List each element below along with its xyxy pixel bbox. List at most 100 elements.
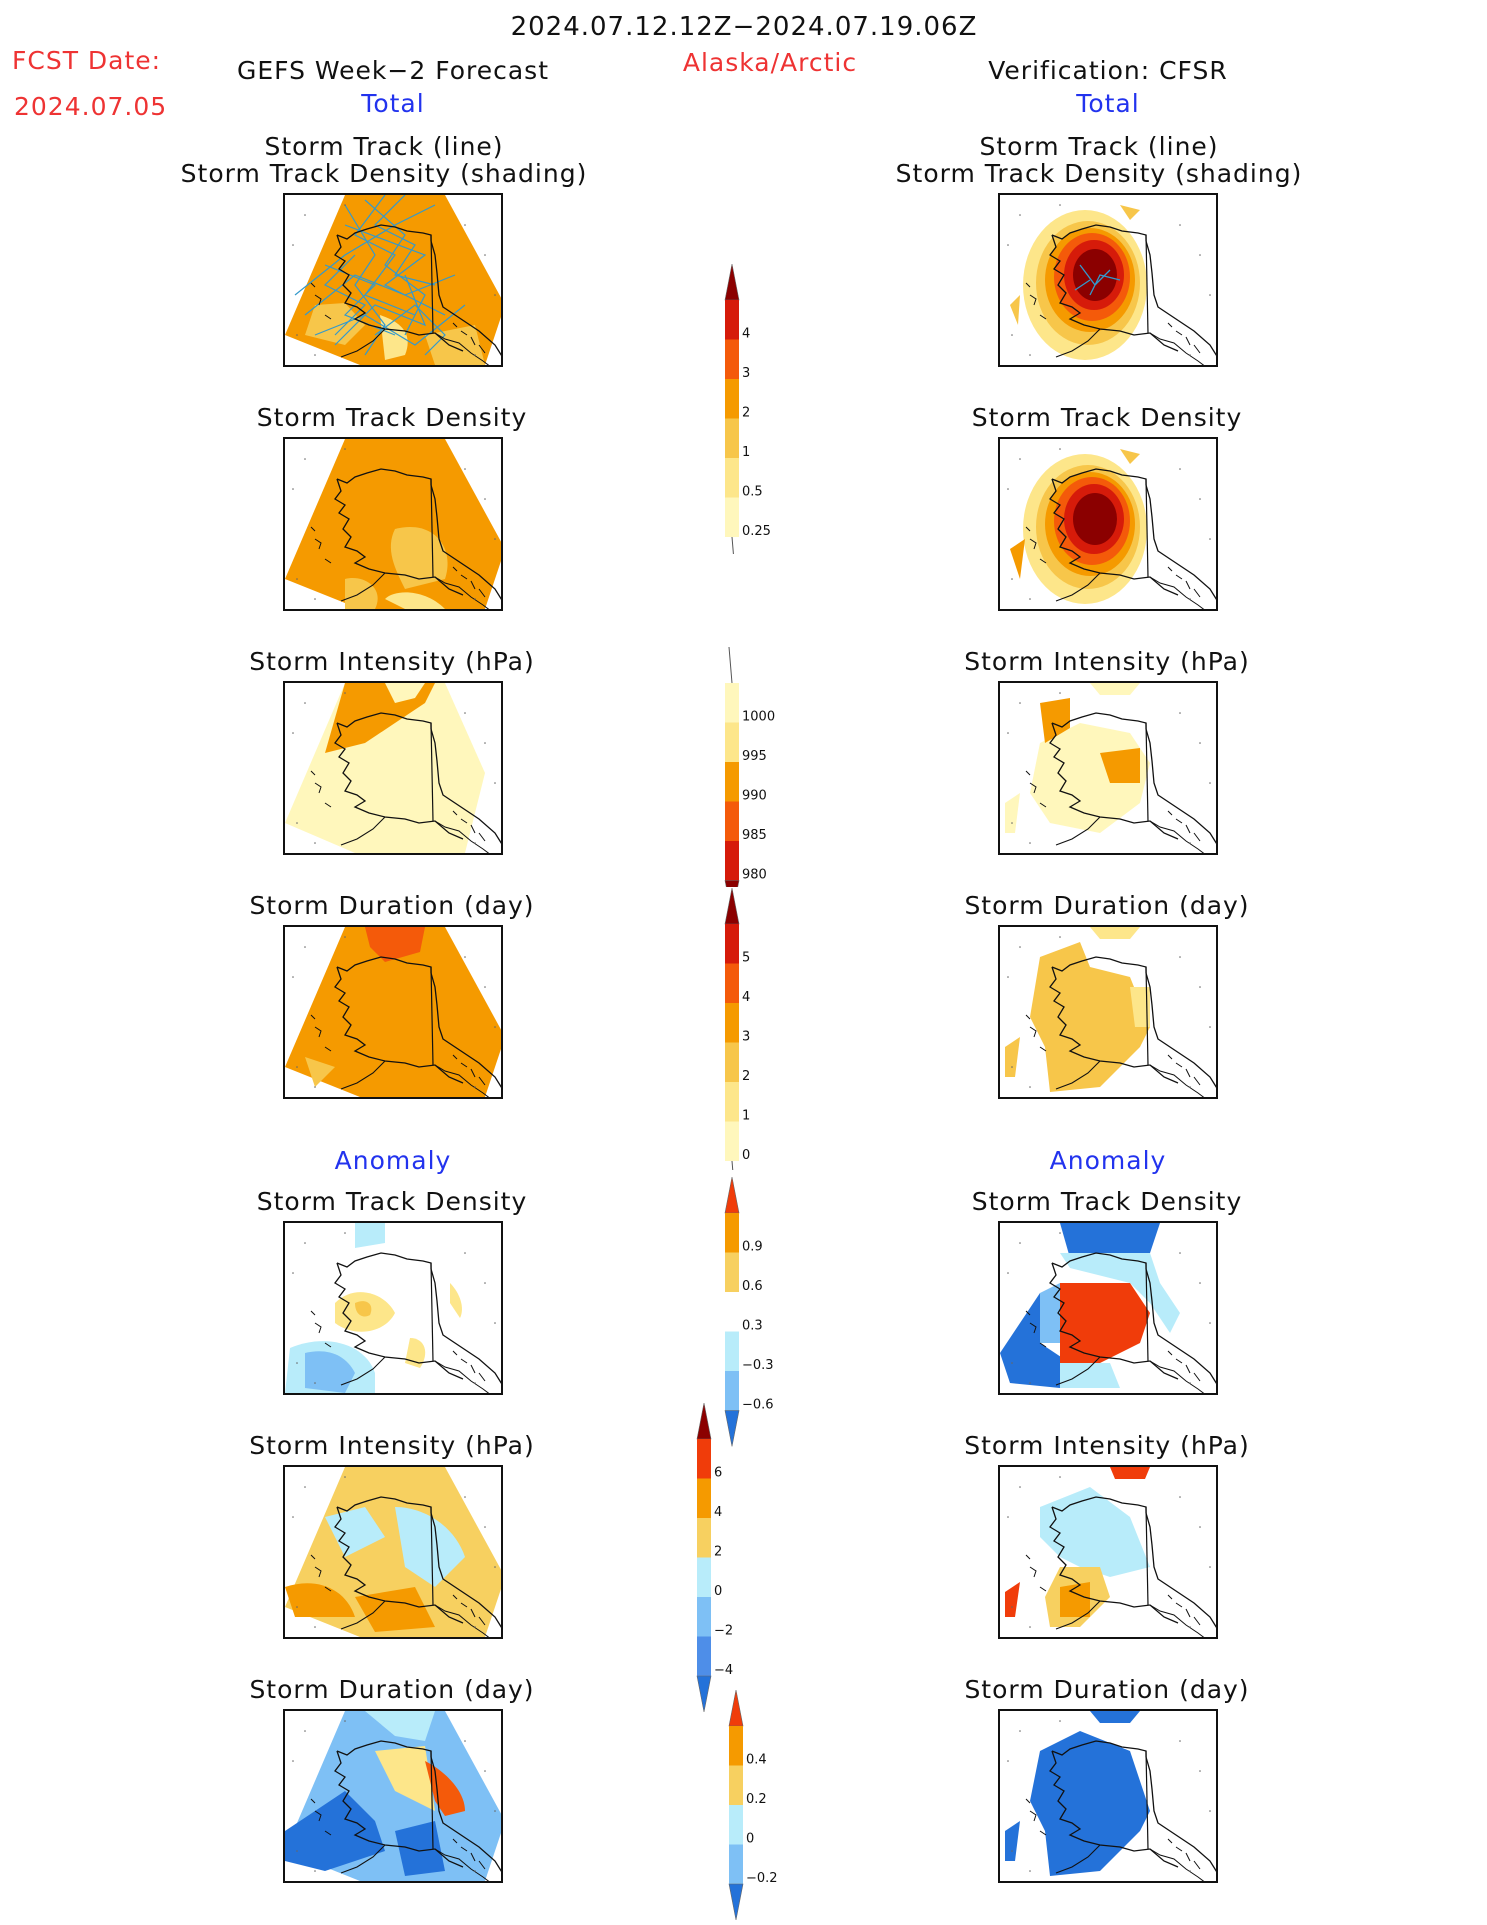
fcst-date-label: FCST Date:: [12, 46, 162, 75]
colorbar-tick-label: 0.25: [742, 524, 771, 539]
colorbar-segment: [697, 1597, 711, 1637]
colorbar-tick-label: 0.5: [742, 485, 763, 500]
region-title: Alaska/Arctic: [682, 48, 858, 77]
colorbar-segment: [729, 1765, 743, 1805]
colorbar-tick-label: 0: [746, 1832, 754, 1847]
panel-title-track-left: Storm Track (line) Storm Track Density (…: [181, 133, 588, 187]
map-cfsr-intensity: [998, 681, 1218, 855]
map-gefs-track: [283, 193, 503, 367]
colorbar-segment: [697, 1478, 711, 1518]
colorbar-segment: [725, 379, 739, 419]
colorbar-segment: [725, 1121, 739, 1161]
colorbar-tick-label: 4: [714, 1505, 722, 1520]
colorbar-tick-label: 3: [742, 1030, 750, 1045]
colorbar-cap-bottom: [731, 536, 734, 554]
panel-title-intensity-right: Storm Intensity (hPa): [964, 647, 1250, 676]
colorbar-segment: [725, 339, 739, 379]
map-cfsr-duration-anomaly: [998, 1709, 1218, 1883]
panel-title-intensity-anom-right: Storm Intensity (hPa): [964, 1431, 1250, 1460]
map-gefs-intensity: [283, 681, 503, 855]
colorbar-tick-label: 985: [742, 828, 767, 843]
colorbar-cap-bottom: [724, 880, 740, 887]
map-gefs-intensity-anomaly: [283, 1465, 503, 1639]
colorbar-segment: [725, 683, 739, 723]
panel-title-track-right: Storm Track (line) Storm Track Density (…: [896, 133, 1303, 187]
colorbar-segment: [725, 1042, 739, 1082]
panel-title-duration-left: Storm Duration (day): [249, 891, 535, 920]
colorbar-density-total: 4 3 2 1 0.5 0.25: [724, 264, 771, 554]
colorbar-cap-bottom: [731, 1160, 734, 1170]
panel-title-line1: Storm Track (line): [979, 132, 1219, 161]
colorbar-segment: [725, 1331, 739, 1371]
colorbar-cap-top: [728, 647, 733, 684]
panel-title-intensity-anom-left: Storm Intensity (hPa): [249, 1431, 535, 1460]
right-column-title: Verification: CFSR: [988, 56, 1228, 85]
panel-title-line1: Storm Track (line): [264, 132, 504, 161]
map-gefs-duration-anomaly: [283, 1709, 503, 1883]
panel-title-duration-anom-right: Storm Duration (day): [964, 1675, 1250, 1704]
panel-title-density-anom-right: Storm Track Density: [971, 1187, 1243, 1216]
colorbar-segment: [725, 722, 739, 762]
colorbar-segment: [725, 1371, 739, 1411]
colorbar-density-anomaly: 0.9 0.6 0.3 −0.3 −0.6: [724, 1177, 774, 1447]
map-cfsr-track: [998, 193, 1218, 367]
colorbar-tick-label: 2: [742, 406, 750, 421]
map-cfsr-intensity-anomaly: [998, 1465, 1218, 1639]
colorbar-segment: [725, 1292, 739, 1332]
anomaly-label-left: Anomaly: [334, 1146, 452, 1175]
colorbar-segment: [725, 841, 739, 881]
colorbar-segment: [697, 1439, 711, 1479]
map-cfsr-duration: [998, 925, 1218, 1099]
colorbar-cap-top: [724, 888, 740, 925]
colorbar-tick-label: 5: [742, 951, 750, 966]
colorbar-cap-top: [696, 1403, 712, 1440]
panel-title-duration-anom-left: Storm Duration (day): [249, 1675, 535, 1704]
panel-title-line2: Storm Track Density (shading): [895, 159, 1303, 188]
colorbar-duration-total: 5 4 3 2 1 0: [724, 888, 750, 1170]
fcst-date-value: 2024.07.05: [14, 92, 168, 121]
colorbar-segment: [697, 1557, 711, 1597]
colorbar-tick-label: −0.3: [742, 1358, 774, 1373]
colorbar-tick-label: 0.6: [742, 1279, 763, 1294]
total-label-right: Total: [1076, 89, 1140, 118]
colorbar-segment: [725, 1252, 739, 1292]
colorbar-tick-label: 0.4: [746, 1753, 767, 1768]
colorbar-segment: [725, 1213, 739, 1253]
colorbar-segment: [697, 1636, 711, 1676]
colorbar-segment: [725, 300, 739, 340]
colorbar-tick-label: −0.6: [742, 1398, 774, 1413]
colorbar-tick-label: 0.2: [746, 1792, 767, 1807]
colorbar-cap-bottom: [728, 1883, 744, 1921]
colorbar-tick-label: 0.9: [742, 1240, 763, 1255]
colorbar-cap-bottom: [696, 1675, 712, 1713]
map-cfsr-density-anomaly: [998, 1221, 1218, 1395]
colorbar-segment: [725, 1082, 739, 1122]
panel-title-density-anom-left: Storm Track Density: [256, 1187, 528, 1216]
colorbar-tick-label: 0: [742, 1148, 750, 1163]
colorbar-tick-label: 0.3: [742, 1319, 763, 1334]
colorbar-intensity-total: 1000 995 990 985 980: [724, 647, 775, 887]
colorbar-segment: [725, 1003, 739, 1043]
colorbar-tick-label: 3: [742, 366, 750, 381]
colorbar-tick-label: 1: [742, 445, 750, 460]
colorbar-segment: [725, 497, 739, 537]
colorbar-tick-label: 990: [742, 789, 767, 804]
map-gefs-duration: [283, 925, 503, 1099]
anomaly-label-right: Anomaly: [1049, 1146, 1167, 1175]
colorbar-tick-label: 2: [714, 1545, 722, 1560]
left-column-title: GEFS Week−2 Forecast: [236, 56, 550, 85]
colorbar-segment: [725, 762, 739, 802]
panel-title-line2: Storm Track Density (shading): [180, 159, 588, 188]
colorbar-segment: [729, 1805, 743, 1845]
colorbar-segment: [697, 1518, 711, 1558]
colorbar-tick-label: 980: [742, 868, 767, 883]
colorbar-segment: [725, 801, 739, 841]
colorbar-cap-top: [724, 264, 740, 301]
date-range-title: 2024.07.12.12Z−2024.07.19.06Z: [510, 12, 978, 42]
map-gefs-density: [283, 437, 503, 611]
colorbar-tick-label: 1: [742, 1109, 750, 1124]
colorbar-tick-label: −2: [714, 1624, 733, 1639]
colorbar-tick-label: 4: [742, 327, 750, 342]
colorbar-tick-label: 2: [742, 1069, 750, 1084]
colorbar-segment: [729, 1844, 743, 1884]
